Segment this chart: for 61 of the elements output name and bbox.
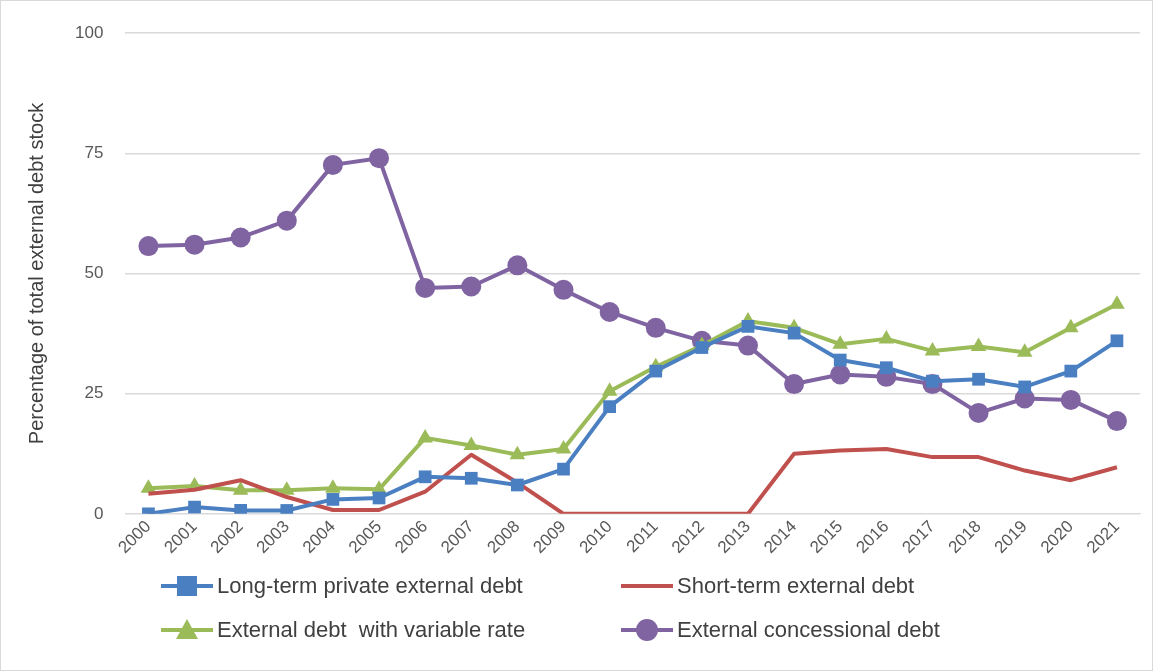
point: [649, 364, 663, 378]
point: [1110, 334, 1124, 348]
point: [784, 374, 805, 395]
point: [1063, 318, 1079, 333]
point: [415, 277, 436, 298]
point: [230, 227, 251, 248]
point: [278, 481, 295, 495]
point: [603, 400, 616, 414]
point: [832, 335, 849, 349]
point: [463, 436, 480, 451]
point: [184, 234, 205, 255]
point: [557, 462, 570, 476]
point: [970, 337, 987, 352]
point: [1018, 380, 1032, 394]
point: [555, 439, 572, 454]
point: [833, 353, 847, 367]
y-tick-label: 50: [84, 263, 104, 283]
legend-label: External debt with variable rate: [217, 617, 526, 643]
point: [369, 148, 390, 169]
point: [972, 372, 985, 386]
point: [1064, 364, 1078, 378]
point: [1060, 389, 1081, 410]
y-tick-label: 0: [93, 503, 104, 523]
point: [695, 341, 709, 354]
point: [1106, 411, 1127, 432]
point: [645, 317, 666, 338]
point: [280, 504, 294, 514]
point: [188, 500, 201, 514]
y-axis-title: Percentage of total external debt stock: [24, 101, 47, 445]
point: [924, 341, 941, 356]
point: [1016, 343, 1033, 357]
point: [737, 335, 758, 356]
y-tick-label: 75: [84, 143, 104, 163]
point: [601, 382, 618, 396]
point: [879, 361, 893, 375]
legend-label: Short-term external debt: [677, 573, 915, 599]
point: [138, 236, 159, 257]
point: [1109, 295, 1125, 309]
point: [417, 428, 433, 443]
point: [234, 504, 248, 514]
legend-label: External concessional debt: [677, 617, 940, 643]
y-tick-label: 100: [74, 22, 104, 42]
point: [507, 255, 528, 276]
y-tick-label: 25: [84, 383, 104, 403]
point: [276, 210, 297, 231]
point: [232, 481, 249, 495]
point: [509, 445, 526, 460]
point: [878, 329, 895, 344]
point: [418, 470, 432, 484]
point: [325, 479, 341, 493]
point: [741, 320, 755, 333]
point: [322, 154, 343, 175]
point: [461, 276, 482, 297]
legend-label: Long-term private external debt: [217, 573, 523, 599]
point: [511, 478, 524, 492]
point: [553, 279, 574, 300]
point: [464, 471, 478, 485]
point: [830, 364, 851, 385]
point: [326, 493, 340, 506]
point: [599, 301, 620, 322]
point: [968, 402, 989, 423]
